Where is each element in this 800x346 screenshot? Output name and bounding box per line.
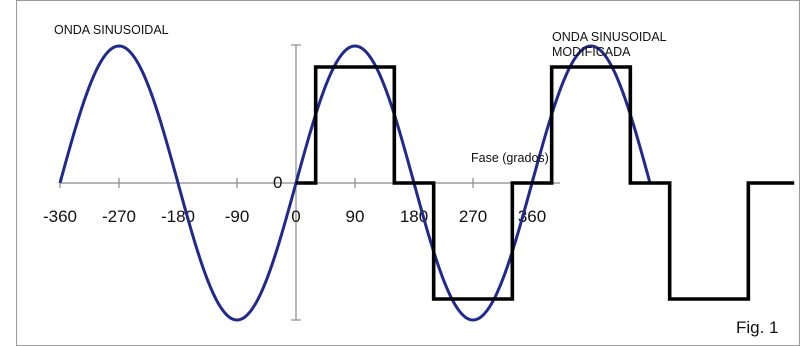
modified-wave-label-line1: ONDA SINUSOIDAL xyxy=(552,30,667,44)
x-tick-label: -90 xyxy=(225,207,250,226)
x-tick-label: 0 xyxy=(291,207,300,226)
modified-sine-wave-line xyxy=(296,65,795,301)
modified-wave-label-line2: MODIFICADA xyxy=(552,45,631,59)
x-tick-label: -360 xyxy=(43,207,77,226)
x-tick-label: -270 xyxy=(102,207,136,226)
origin-label: 0 xyxy=(273,173,282,192)
figure-label: Fig. 1 xyxy=(736,318,779,337)
figure-frame xyxy=(16,0,800,346)
sine-wave-label: ONDA SINUSOIDAL xyxy=(54,23,169,37)
x-tick-label: 90 xyxy=(346,207,365,226)
phase-axis-label: Fase (grados) xyxy=(471,151,549,165)
x-tick-label: 270 xyxy=(459,207,487,226)
x-tick-labels: -360 -270 -180 -90 0 90 180 270 360 xyxy=(43,207,546,226)
